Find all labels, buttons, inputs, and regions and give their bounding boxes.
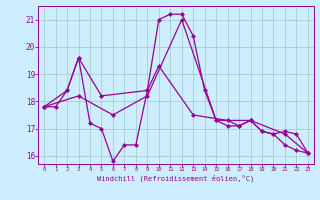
- X-axis label: Windchill (Refroidissement éolien,°C): Windchill (Refroidissement éolien,°C): [97, 175, 255, 182]
